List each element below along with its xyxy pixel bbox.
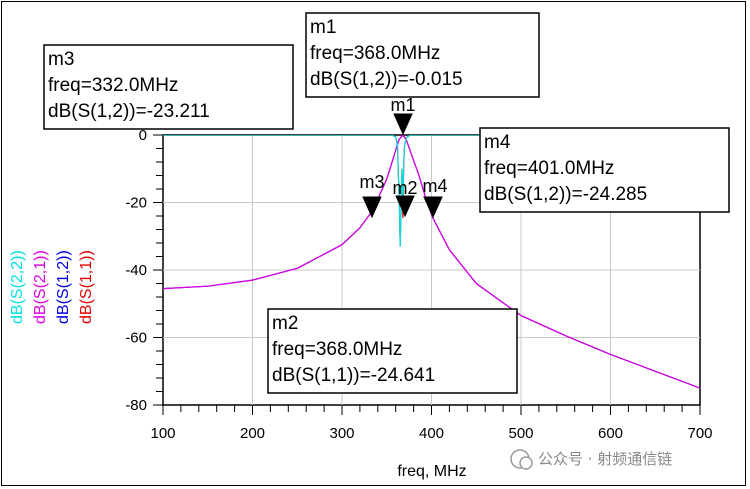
marker-readout-line: dB(S(1,2))=-24.285 bbox=[484, 184, 647, 205]
legend-entry: dB(S(2,2)) bbox=[9, 250, 26, 324]
x-tick-label: 700 bbox=[687, 425, 712, 442]
marker-readout-box bbox=[267, 308, 518, 394]
marker-readout-line: freq=368.0MHz bbox=[310, 43, 440, 64]
marker-readout-line: m3 bbox=[48, 49, 74, 70]
x-axis-title: freq, MHz bbox=[397, 463, 466, 480]
series-line-dbs21 bbox=[163, 135, 700, 389]
legend: dB(S(2,2)) dB(S(2,1)) dB(S(1,2)) dB(S(1,1)) bbox=[9, 250, 95, 324]
marker-label: m4 bbox=[422, 176, 447, 196]
marker-triangle bbox=[362, 196, 382, 219]
y-tick-label: -20 bbox=[125, 195, 147, 212]
marker-readout-line: m1 bbox=[310, 17, 336, 38]
wechat-icon-dot bbox=[519, 456, 533, 470]
legend-entry: dB(S(1,2)) bbox=[55, 250, 72, 324]
marker-readout-box bbox=[43, 44, 294, 130]
x-tick-label: 200 bbox=[240, 425, 265, 442]
marker-readout-line: dB(S(1,2))=-23.211 bbox=[48, 101, 210, 122]
x-tick-label: 300 bbox=[329, 425, 354, 442]
marker-readout-box bbox=[479, 127, 730, 213]
marker-label: m1 bbox=[390, 95, 415, 115]
marker-layer: m1 freq=368.0MHz dB(S(1,2))=-0.015 m2 freq=3… bbox=[43, 12, 730, 394]
x-tick-label: 600 bbox=[598, 425, 623, 442]
marker-readout-line: dB(S(1,2))=-0.015 bbox=[310, 69, 463, 90]
series-line-dbs22 bbox=[163, 135, 700, 247]
marker-triangle bbox=[395, 195, 415, 218]
marker-readout-box bbox=[305, 12, 540, 98]
marker-label: m2 bbox=[392, 178, 417, 198]
x-tick-label: 400 bbox=[419, 425, 444, 442]
y-tick-label: -40 bbox=[125, 262, 147, 279]
y-tick-label: 0 bbox=[139, 127, 147, 144]
x-tick-label: 100 bbox=[150, 425, 175, 442]
marker-triangle bbox=[423, 196, 443, 219]
marker-readout-line: freq=368.0MHz bbox=[272, 339, 402, 360]
y-tick-label: -80 bbox=[125, 397, 147, 414]
marker-readout-line: freq=401.0MHz bbox=[484, 158, 614, 179]
marker-triangle bbox=[393, 113, 413, 136]
x-tick-label: 500 bbox=[508, 425, 533, 442]
legend-entry: dB(S(1,1)) bbox=[78, 250, 95, 324]
y-tick-label: -60 bbox=[125, 330, 147, 347]
series-layer bbox=[163, 135, 700, 389]
marker-readout-line: dB(S(1,1))=-24.641 bbox=[272, 365, 435, 386]
marker-readout-line: m4 bbox=[484, 132, 511, 153]
marker-readout-line: m2 bbox=[272, 313, 298, 334]
tick-labels: 100 200 300 400 500 600 700 0 -20 -40 -60 -80 bbox=[125, 127, 712, 442]
legend-entry: dB(S(2,1)) bbox=[32, 250, 49, 324]
marker-readout-line: freq=332.0MHz bbox=[48, 75, 178, 96]
watermark-text: 公众号 · 射频通信链 bbox=[538, 450, 672, 468]
axis-ticks bbox=[153, 134, 701, 415]
marker-label: m3 bbox=[359, 172, 384, 192]
watermark: 公众号 · 射频通信链 bbox=[510, 449, 672, 470]
